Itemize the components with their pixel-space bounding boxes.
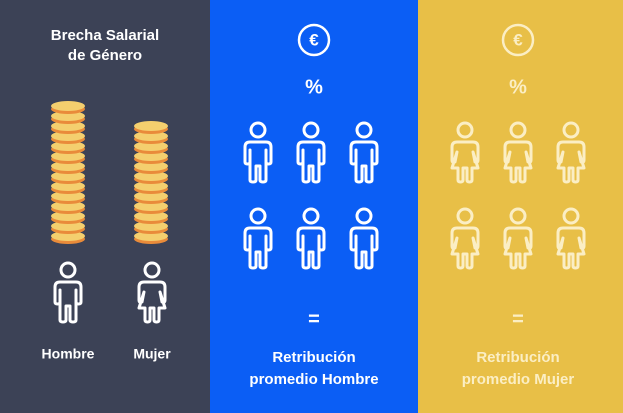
coin	[134, 151, 168, 161]
coin	[51, 221, 85, 231]
caption: promedio Mujer	[462, 371, 575, 388]
coin	[51, 211, 85, 221]
coin	[51, 141, 85, 151]
caption: Retribución	[272, 349, 355, 366]
coin	[134, 141, 168, 151]
label: Mujer	[133, 346, 171, 362]
percent: %	[305, 76, 323, 98]
women-panel	[418, 0, 623, 413]
coin	[51, 191, 85, 201]
men-panel	[210, 0, 418, 413]
euro-symbol: €	[309, 30, 319, 49]
euro-symbol: €	[513, 30, 523, 49]
coin	[134, 121, 168, 131]
coin	[51, 111, 85, 121]
caption: Retribución	[476, 349, 559, 366]
coin	[134, 211, 168, 221]
coin	[134, 221, 168, 231]
title: de Género	[68, 47, 142, 64]
coin	[134, 231, 168, 241]
equals: =	[308, 308, 320, 330]
coin	[134, 161, 168, 171]
euro-icon	[297, 23, 331, 57]
coin	[134, 191, 168, 201]
coin	[134, 171, 168, 181]
caption: promedio Hombre	[249, 371, 378, 388]
coin	[51, 131, 85, 141]
coin	[51, 121, 85, 131]
coin	[134, 181, 168, 191]
euro-icon	[501, 23, 535, 57]
coin	[134, 131, 168, 141]
coin	[51, 181, 85, 191]
percent: %	[509, 76, 527, 98]
equals: =	[512, 308, 524, 330]
title: Brecha Salarial	[51, 27, 159, 44]
intro-panel	[0, 0, 210, 413]
coin-stacks	[51, 101, 168, 244]
coin	[51, 101, 85, 111]
coin	[51, 151, 85, 161]
coin	[51, 231, 85, 241]
label: Hombre	[42, 346, 95, 362]
coin	[51, 161, 85, 171]
coin	[134, 201, 168, 211]
coin	[51, 171, 85, 181]
coin	[51, 201, 85, 211]
